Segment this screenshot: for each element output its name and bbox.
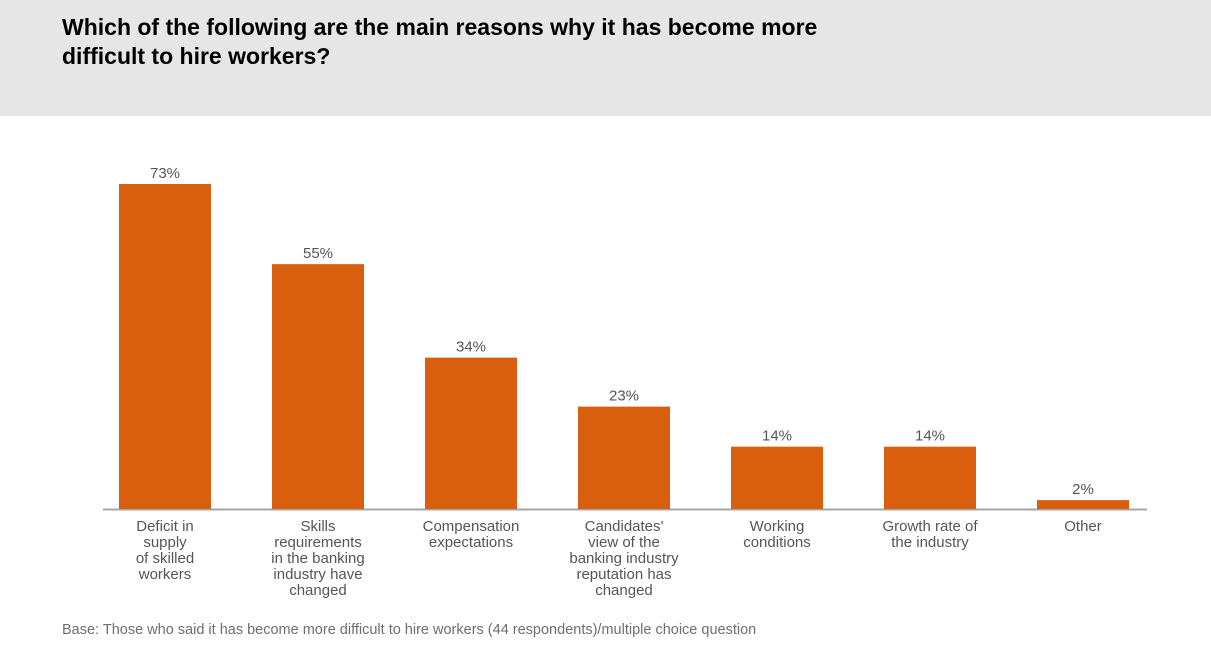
bar bbox=[1037, 500, 1129, 509]
category-label: Deficit in supply of skilled workers bbox=[136, 518, 194, 583]
bar bbox=[578, 406, 670, 509]
bar bbox=[884, 446, 976, 509]
bar bbox=[731, 446, 823, 509]
category-label: Compensation expectations bbox=[423, 518, 520, 551]
bar bbox=[119, 184, 211, 509]
data-label: 55% bbox=[303, 245, 333, 262]
data-label: 14% bbox=[762, 428, 792, 445]
category-label: Candidates' view of the banking industry re… bbox=[569, 518, 679, 599]
base-footnote: Base: Those who said it has become more … bbox=[62, 622, 757, 638]
bar-chart: 73% Deficit in supply of skilled workers 55% S… bbox=[103, 165, 1147, 599]
category-label: Other bbox=[1064, 518, 1102, 535]
data-label: 14% bbox=[915, 428, 945, 445]
category-label: Growth rate of the industry bbox=[882, 518, 978, 551]
data-label: 23% bbox=[609, 388, 639, 405]
data-label: 2% bbox=[1072, 481, 1094, 498]
data-label: 73% bbox=[150, 165, 180, 182]
chart-title: Which of the following are the main reas… bbox=[62, 14, 818, 69]
bar bbox=[425, 357, 517, 509]
header-band: Which of the following are the main reas… bbox=[0, 0, 1211, 116]
bar bbox=[272, 264, 364, 509]
category-label: Skills requirements in the banking industry… bbox=[271, 518, 364, 599]
data-label: 34% bbox=[456, 339, 486, 356]
category-label: Working conditions bbox=[743, 518, 811, 551]
